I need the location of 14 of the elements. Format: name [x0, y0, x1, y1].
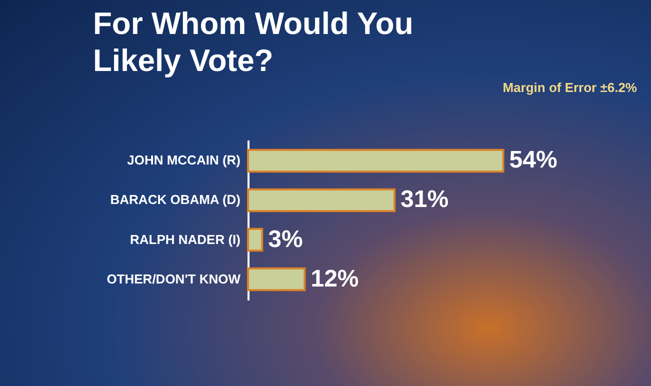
bar	[247, 228, 264, 252]
data-label: 31%	[400, 186, 449, 214]
text: Margin of Error ±6.2%	[502, 80, 637, 95]
y-tick-label: OTHER/DON'T KNOW	[106, 271, 242, 286]
y-tick-label: RALPH NADER (I)	[130, 232, 240, 247]
chart-title: For Whom Would You Likely Vote?	[93, 6, 414, 78]
bar	[247, 148, 504, 173]
y-tick-label: JOHN MCCAIN (R)	[127, 152, 240, 168]
bar	[247, 267, 306, 292]
data-label: 54%	[509, 146, 558, 174]
data-label: 3%	[268, 226, 303, 253]
y-tick-label: BARACK OBAMA (D)	[110, 192, 240, 208]
bar	[247, 188, 396, 212]
data-label: 12%	[310, 265, 359, 292]
